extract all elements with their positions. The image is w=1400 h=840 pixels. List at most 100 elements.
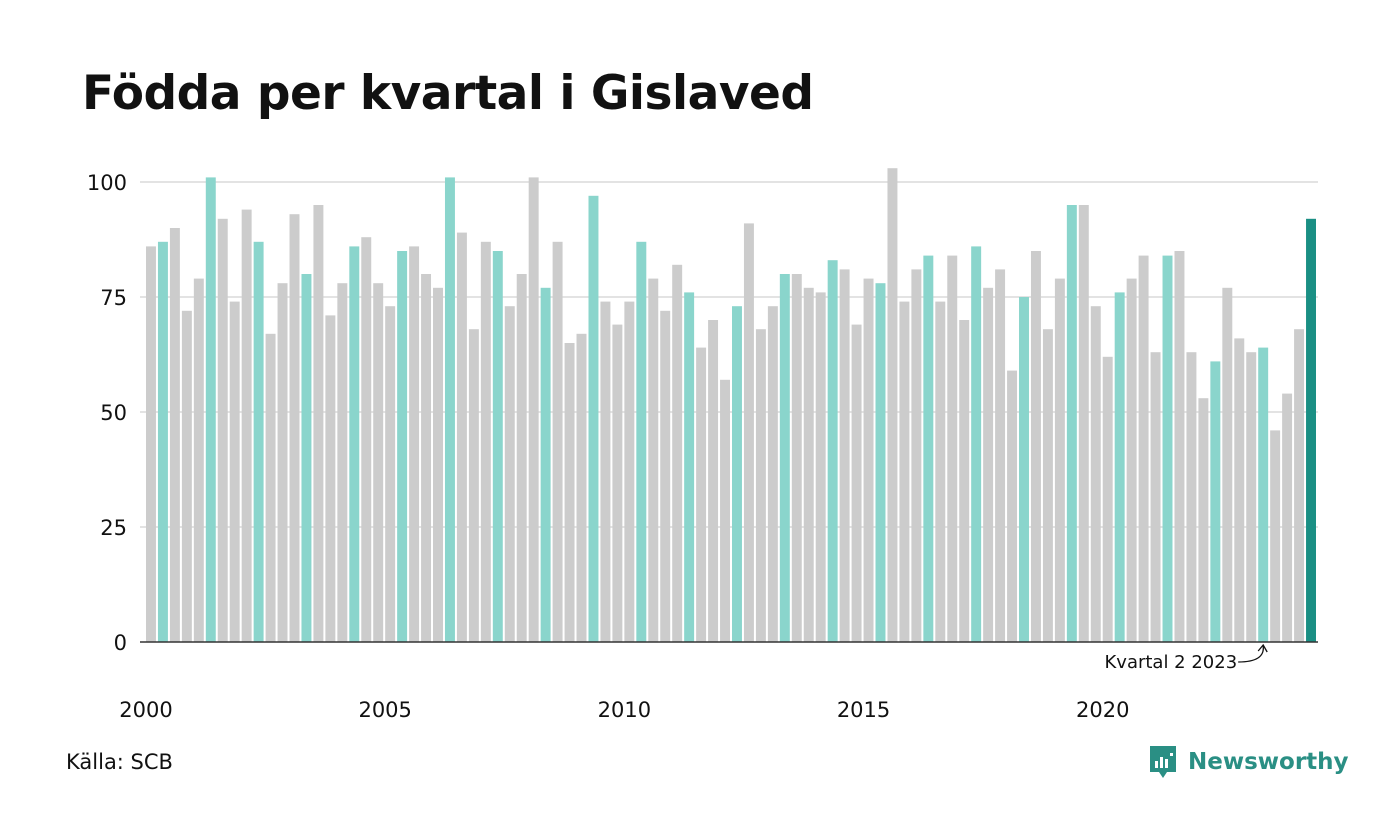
- bar: [696, 347, 707, 642]
- bar: [779, 274, 790, 642]
- bar: [385, 306, 396, 642]
- bar: [1234, 338, 1245, 642]
- bar: [1007, 370, 1018, 642]
- bar: [349, 246, 360, 642]
- bar: [373, 283, 384, 642]
- bar: [1174, 251, 1185, 642]
- bar: [1270, 430, 1281, 642]
- bar: [1294, 329, 1305, 642]
- bar: [456, 232, 467, 642]
- bar: [361, 237, 372, 642]
- bar: [277, 283, 288, 642]
- y-axis-ticks: 0 25 50 75 100: [87, 171, 127, 655]
- bar: [289, 214, 300, 642]
- bar: [528, 177, 539, 642]
- bar: [1210, 361, 1221, 642]
- bar: [480, 241, 491, 643]
- bar: [755, 329, 766, 642]
- bar: [911, 269, 922, 642]
- bar: [803, 287, 814, 642]
- bar: [648, 278, 659, 642]
- bar: [612, 324, 623, 642]
- x-tick-label: 2020: [1076, 698, 1129, 722]
- chart-title: Födda per kvartal i Gislaved: [82, 66, 814, 121]
- bar: [1282, 393, 1293, 642]
- bar: [947, 255, 958, 642]
- bar: [397, 251, 408, 642]
- bar: [516, 274, 527, 642]
- brand-logo: Newsworthy: [1148, 742, 1349, 782]
- bar: [851, 324, 862, 642]
- bar: [839, 269, 850, 642]
- bar: [588, 195, 599, 643]
- x-tick-label: 2000: [119, 698, 172, 722]
- bar: [935, 301, 946, 642]
- bar: [1030, 251, 1041, 642]
- annotation-arrow: [1238, 645, 1264, 663]
- bar: [1102, 356, 1113, 642]
- brand-name: Newsworthy: [1188, 749, 1349, 775]
- bar: [732, 306, 742, 642]
- bar: [1138, 255, 1149, 642]
- bar: [815, 292, 826, 642]
- bar: [971, 246, 982, 642]
- bar: [217, 218, 228, 643]
- bar: [504, 306, 515, 642]
- bar: [1246, 352, 1257, 642]
- annotation: Kvartal 2 2023: [1104, 643, 1268, 673]
- bar: [433, 287, 443, 642]
- y-tick-label: 75: [100, 286, 127, 310]
- bar: [767, 306, 778, 642]
- x-tick-label: 2010: [598, 698, 651, 722]
- bar: [265, 333, 276, 642]
- bar: [468, 329, 479, 642]
- bar: [444, 177, 455, 642]
- bar: [624, 301, 635, 642]
- source-label: Källa: SCB: [66, 750, 173, 774]
- bar: [1162, 255, 1173, 642]
- bar: [600, 301, 611, 642]
- bar: [708, 320, 719, 642]
- bar: [887, 168, 898, 642]
- bar: [959, 320, 970, 642]
- y-tick-label: 25: [100, 516, 127, 540]
- bar: [169, 228, 180, 642]
- bar: [1054, 278, 1065, 642]
- annotation-label: Kvartal 2 2023: [1104, 652, 1237, 673]
- bar: [923, 255, 934, 642]
- bar: [1186, 352, 1197, 642]
- bar: [1090, 306, 1101, 642]
- bar: [301, 274, 312, 642]
- bar: [146, 246, 156, 642]
- bar: [1114, 292, 1125, 642]
- x-tick-label: 2015: [837, 698, 890, 722]
- bar: [1019, 297, 1029, 642]
- bar: [1258, 347, 1269, 642]
- bar: [421, 274, 432, 642]
- annotation-arrowhead: [1257, 643, 1268, 653]
- bar: [1198, 398, 1209, 642]
- bar: [1306, 218, 1316, 643]
- bar: [241, 209, 252, 642]
- bar: [827, 260, 838, 642]
- bar: [995, 269, 1006, 642]
- bar: [253, 241, 264, 643]
- bar: [791, 274, 802, 642]
- bar: [636, 241, 647, 643]
- bar: [552, 241, 563, 643]
- bar: [983, 287, 994, 642]
- x-axis-ticks: 2000 2005 2010 2015 2020: [119, 698, 1129, 722]
- bars: [146, 168, 1316, 643]
- y-tick-label: 100: [87, 171, 127, 195]
- bar: [1066, 205, 1077, 642]
- bar: [229, 301, 240, 642]
- y-tick-label: 0: [114, 631, 127, 655]
- y-tick-label: 50: [100, 401, 127, 425]
- bar: [157, 241, 168, 643]
- bar: [660, 310, 671, 642]
- bar: [409, 246, 420, 642]
- x-tick-label: 2005: [358, 698, 411, 722]
- bar: [313, 205, 324, 642]
- bar: [1150, 352, 1161, 642]
- bar: [193, 278, 204, 642]
